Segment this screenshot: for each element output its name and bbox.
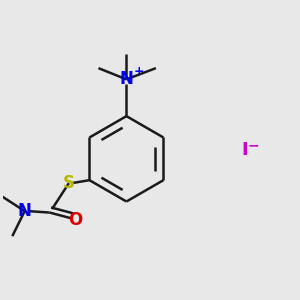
- Text: N: N: [18, 202, 32, 220]
- Text: I: I: [241, 141, 247, 159]
- Text: N: N: [119, 70, 134, 88]
- Text: +: +: [134, 64, 144, 78]
- Text: −: −: [247, 139, 259, 153]
- Text: O: O: [68, 211, 83, 229]
- Text: S: S: [63, 174, 75, 192]
